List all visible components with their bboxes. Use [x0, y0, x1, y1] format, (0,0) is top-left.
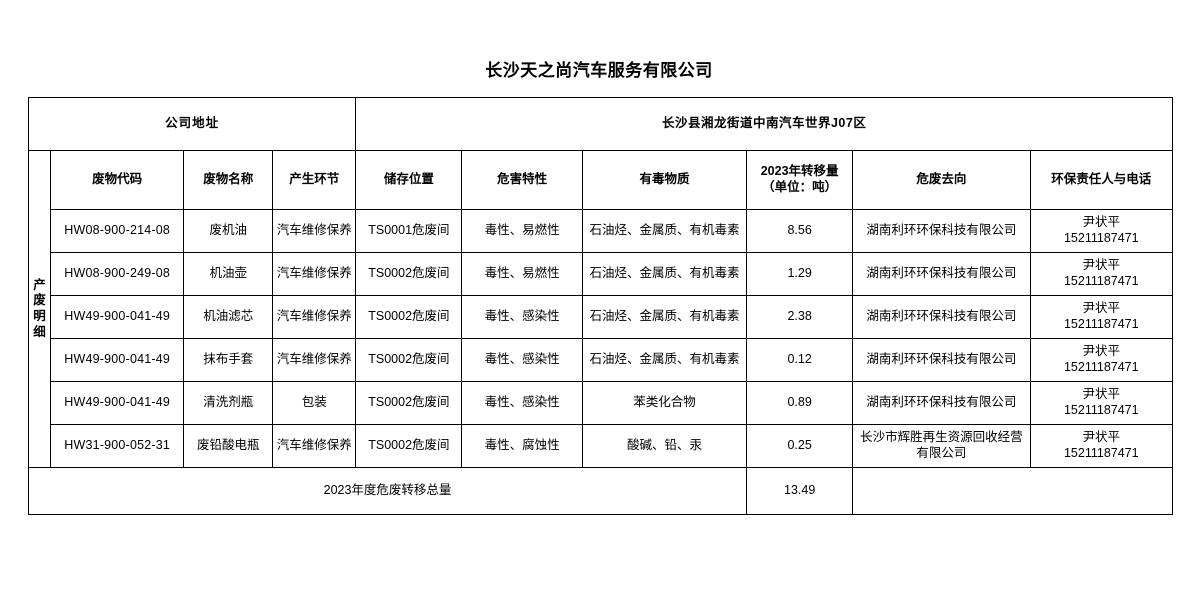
cell-waste-name: 废铅酸电瓶: [183, 424, 274, 468]
transfer-amount-line2: （单位：吨）: [762, 180, 838, 194]
table-row: HW49-900-041-49 清洗剂瓶 包装 TS0002危废间 毒性、感染性…: [29, 381, 1174, 425]
cell-transfer-amount: 0.25: [746, 424, 854, 468]
hazardous-waste-table: 公司地址 长沙县湘龙街道中南汽车世界J07区 产 废 明 细 废物代码 废物名称…: [27, 97, 1174, 515]
cell-hazard-property: 毒性、易燃性: [461, 209, 583, 253]
table-header-row: 产 废 明 细 废物代码 废物名称 产生环节 储存位置 危害特性 有毒物质 20…: [28, 150, 1174, 468]
cell-generation-stage: 汽车维修保养: [272, 209, 357, 253]
contact-phone: 15211187471: [1063, 446, 1139, 460]
cell-waste-name: 抹布手套: [183, 338, 274, 382]
contact-name: 尹状平: [1082, 258, 1121, 273]
total-row: 2023年度危废转移总量 13.49: [27, 467, 1173, 515]
cell-generation-stage: 汽车维修保养: [272, 252, 357, 296]
cell-storage-location: TS0001危废间: [355, 209, 463, 253]
cell-transfer-amount: 8.56: [746, 209, 854, 253]
cell-waste-code: HW31-900-052-31: [49, 424, 185, 468]
column-header-responsible-person: 环保责任人与电话: [1029, 150, 1174, 210]
section-label-char-3: 明: [33, 309, 46, 323]
cell-toxic-substance: 石油烃、金属质、有机毒素: [581, 252, 748, 296]
cell-hazard-property: 毒性、感染性: [461, 381, 583, 425]
cell-waste-name: 机油滤芯: [183, 295, 274, 339]
address-value: 长沙县湘龙街道中南汽车世界J07区: [355, 97, 1173, 151]
cell-destination: 湖南利环环保科技有限公司: [852, 295, 1031, 339]
cell-responsible-person: 尹状平 15211187471: [1029, 424, 1174, 468]
column-header-transfer-amount: 2023年转移量 （单位：吨）: [746, 150, 854, 210]
cell-generation-stage: 汽车维修保养: [272, 338, 357, 382]
cell-storage-location: TS0002危废间: [355, 252, 463, 296]
column-header-waste-code: 废物代码: [49, 150, 185, 210]
cell-waste-code: HW49-900-041-49: [49, 338, 185, 382]
table-row: HW49-900-041-49 抹布手套 汽车维修保养 TS0002危废间 毒性…: [29, 338, 1174, 382]
cell-waste-name: 清洗剂瓶: [183, 381, 274, 425]
cell-toxic-substance: 苯类化合物: [581, 381, 748, 425]
contact-phone: 15211187471: [1063, 274, 1139, 288]
cell-hazard-property: 毒性、易燃性: [461, 252, 583, 296]
column-header-storage-location: 储存位置: [355, 150, 463, 210]
contact-name: 尹状平: [1082, 387, 1121, 402]
section-label-produced-waste-detail: 产 废 明 细: [28, 150, 51, 468]
cell-storage-location: TS0002危废间: [355, 338, 463, 382]
cell-waste-code: HW08-900-214-08: [49, 209, 185, 253]
total-value: 13.49: [746, 467, 854, 515]
cell-responsible-person: 尹状平 15211187471: [1029, 252, 1174, 296]
transfer-amount-line1: 2023年转移量: [760, 164, 839, 179]
cell-waste-code: HW49-900-041-49: [49, 295, 185, 339]
cell-storage-location: TS0002危废间: [355, 295, 463, 339]
table-row: HW08-900-214-08 废机油 汽车维修保养 TS0001危废间 毒性、…: [29, 209, 1174, 253]
table-row: HW08-900-249-08 机油壶 汽车维修保养 TS0002危废间 毒性、…: [29, 252, 1174, 296]
contact-phone: 15211187471: [1063, 317, 1139, 331]
contact-phone: 15211187471: [1063, 360, 1139, 374]
column-header-hazard-property: 危害特性: [461, 150, 583, 210]
cell-transfer-amount: 1.29: [746, 252, 854, 296]
contact-phone: 15211187471: [1063, 403, 1139, 417]
column-header-toxic-substance: 有毒物质: [581, 150, 748, 210]
cell-responsible-person: 尹状平 15211187471: [1029, 338, 1174, 382]
cell-toxic-substance: 石油烃、金属质、有机毒素: [581, 295, 748, 339]
cell-generation-stage: 汽车维修保养: [272, 424, 357, 468]
table-row: HW49-900-041-49 机油滤芯 汽车维修保养 TS0002危废间 毒性…: [29, 295, 1174, 339]
cell-transfer-amount: 0.89: [746, 381, 854, 425]
section-label-char-2: 废: [33, 293, 46, 308]
cell-transfer-amount: 0.12: [746, 338, 854, 382]
cell-hazard-property: 毒性、感染性: [461, 338, 583, 382]
table-row: HW31-900-052-31 废铅酸电瓶 汽车维修保养 TS0002危废间 毒…: [29, 424, 1174, 468]
cell-destination: 湖南利环环保科技有限公司: [852, 381, 1031, 425]
cell-destination: 湖南利环环保科技有限公司: [852, 338, 1031, 382]
total-blank-cell: [852, 467, 1173, 515]
cell-destination: 湖南利环环保科技有限公司: [852, 252, 1031, 296]
cell-transfer-amount: 2.38: [746, 295, 854, 339]
cell-storage-location: TS0002危废间: [355, 381, 463, 425]
cell-waste-name: 废机油: [183, 209, 274, 253]
cell-storage-location: TS0002危废间: [355, 424, 463, 468]
page-title: 长沙天之尚汽车服务有限公司: [485, 61, 713, 80]
cell-toxic-substance: 石油烃、金属质、有机毒素: [581, 338, 748, 382]
cell-responsible-person: 尹状平 15211187471: [1029, 295, 1174, 339]
contact-name: 尹状平: [1082, 215, 1121, 230]
cell-responsible-person: 尹状平 15211187471: [1029, 209, 1174, 253]
cell-generation-stage: 包装: [272, 381, 357, 425]
cell-destination: 湖南利环环保科技有限公司: [852, 209, 1031, 253]
cell-destination: 长沙市辉胜再生资源回收经营有限公司: [852, 424, 1031, 468]
section-label-char-4: 细: [33, 324, 46, 339]
cell-toxic-substance: 石油烃、金属质、有机毒素: [581, 209, 748, 253]
section-label-char-1: 产: [33, 277, 46, 292]
total-label: 2023年度危废转移总量: [27, 467, 748, 515]
column-header-generation-stage: 产生环节: [272, 150, 357, 210]
contact-name: 尹状平: [1082, 430, 1121, 445]
cell-waste-name: 机油壶: [183, 252, 274, 296]
column-header-destination: 危废去向: [852, 150, 1031, 210]
cell-hazard-property: 毒性、腐蚀性: [461, 424, 583, 468]
cell-generation-stage: 汽车维修保养: [272, 295, 357, 339]
cell-hazard-property: 毒性、感染性: [461, 295, 583, 339]
cell-waste-code: HW08-900-249-08: [49, 252, 185, 296]
contact-phone: 15211187471: [1063, 231, 1139, 245]
address-label: 公司地址: [27, 97, 357, 151]
cell-responsible-person: 尹状平 15211187471: [1029, 381, 1174, 425]
cell-toxic-substance: 酸碱、铅、汞: [581, 424, 748, 468]
contact-name: 尹状平: [1082, 301, 1121, 316]
column-header-waste-name: 废物名称: [183, 150, 274, 210]
address-row: 公司地址 长沙县湘龙街道中南汽车世界J07区: [27, 97, 1173, 151]
contact-name: 尹状平: [1082, 344, 1121, 359]
cell-waste-code: HW49-900-041-49: [49, 381, 185, 425]
